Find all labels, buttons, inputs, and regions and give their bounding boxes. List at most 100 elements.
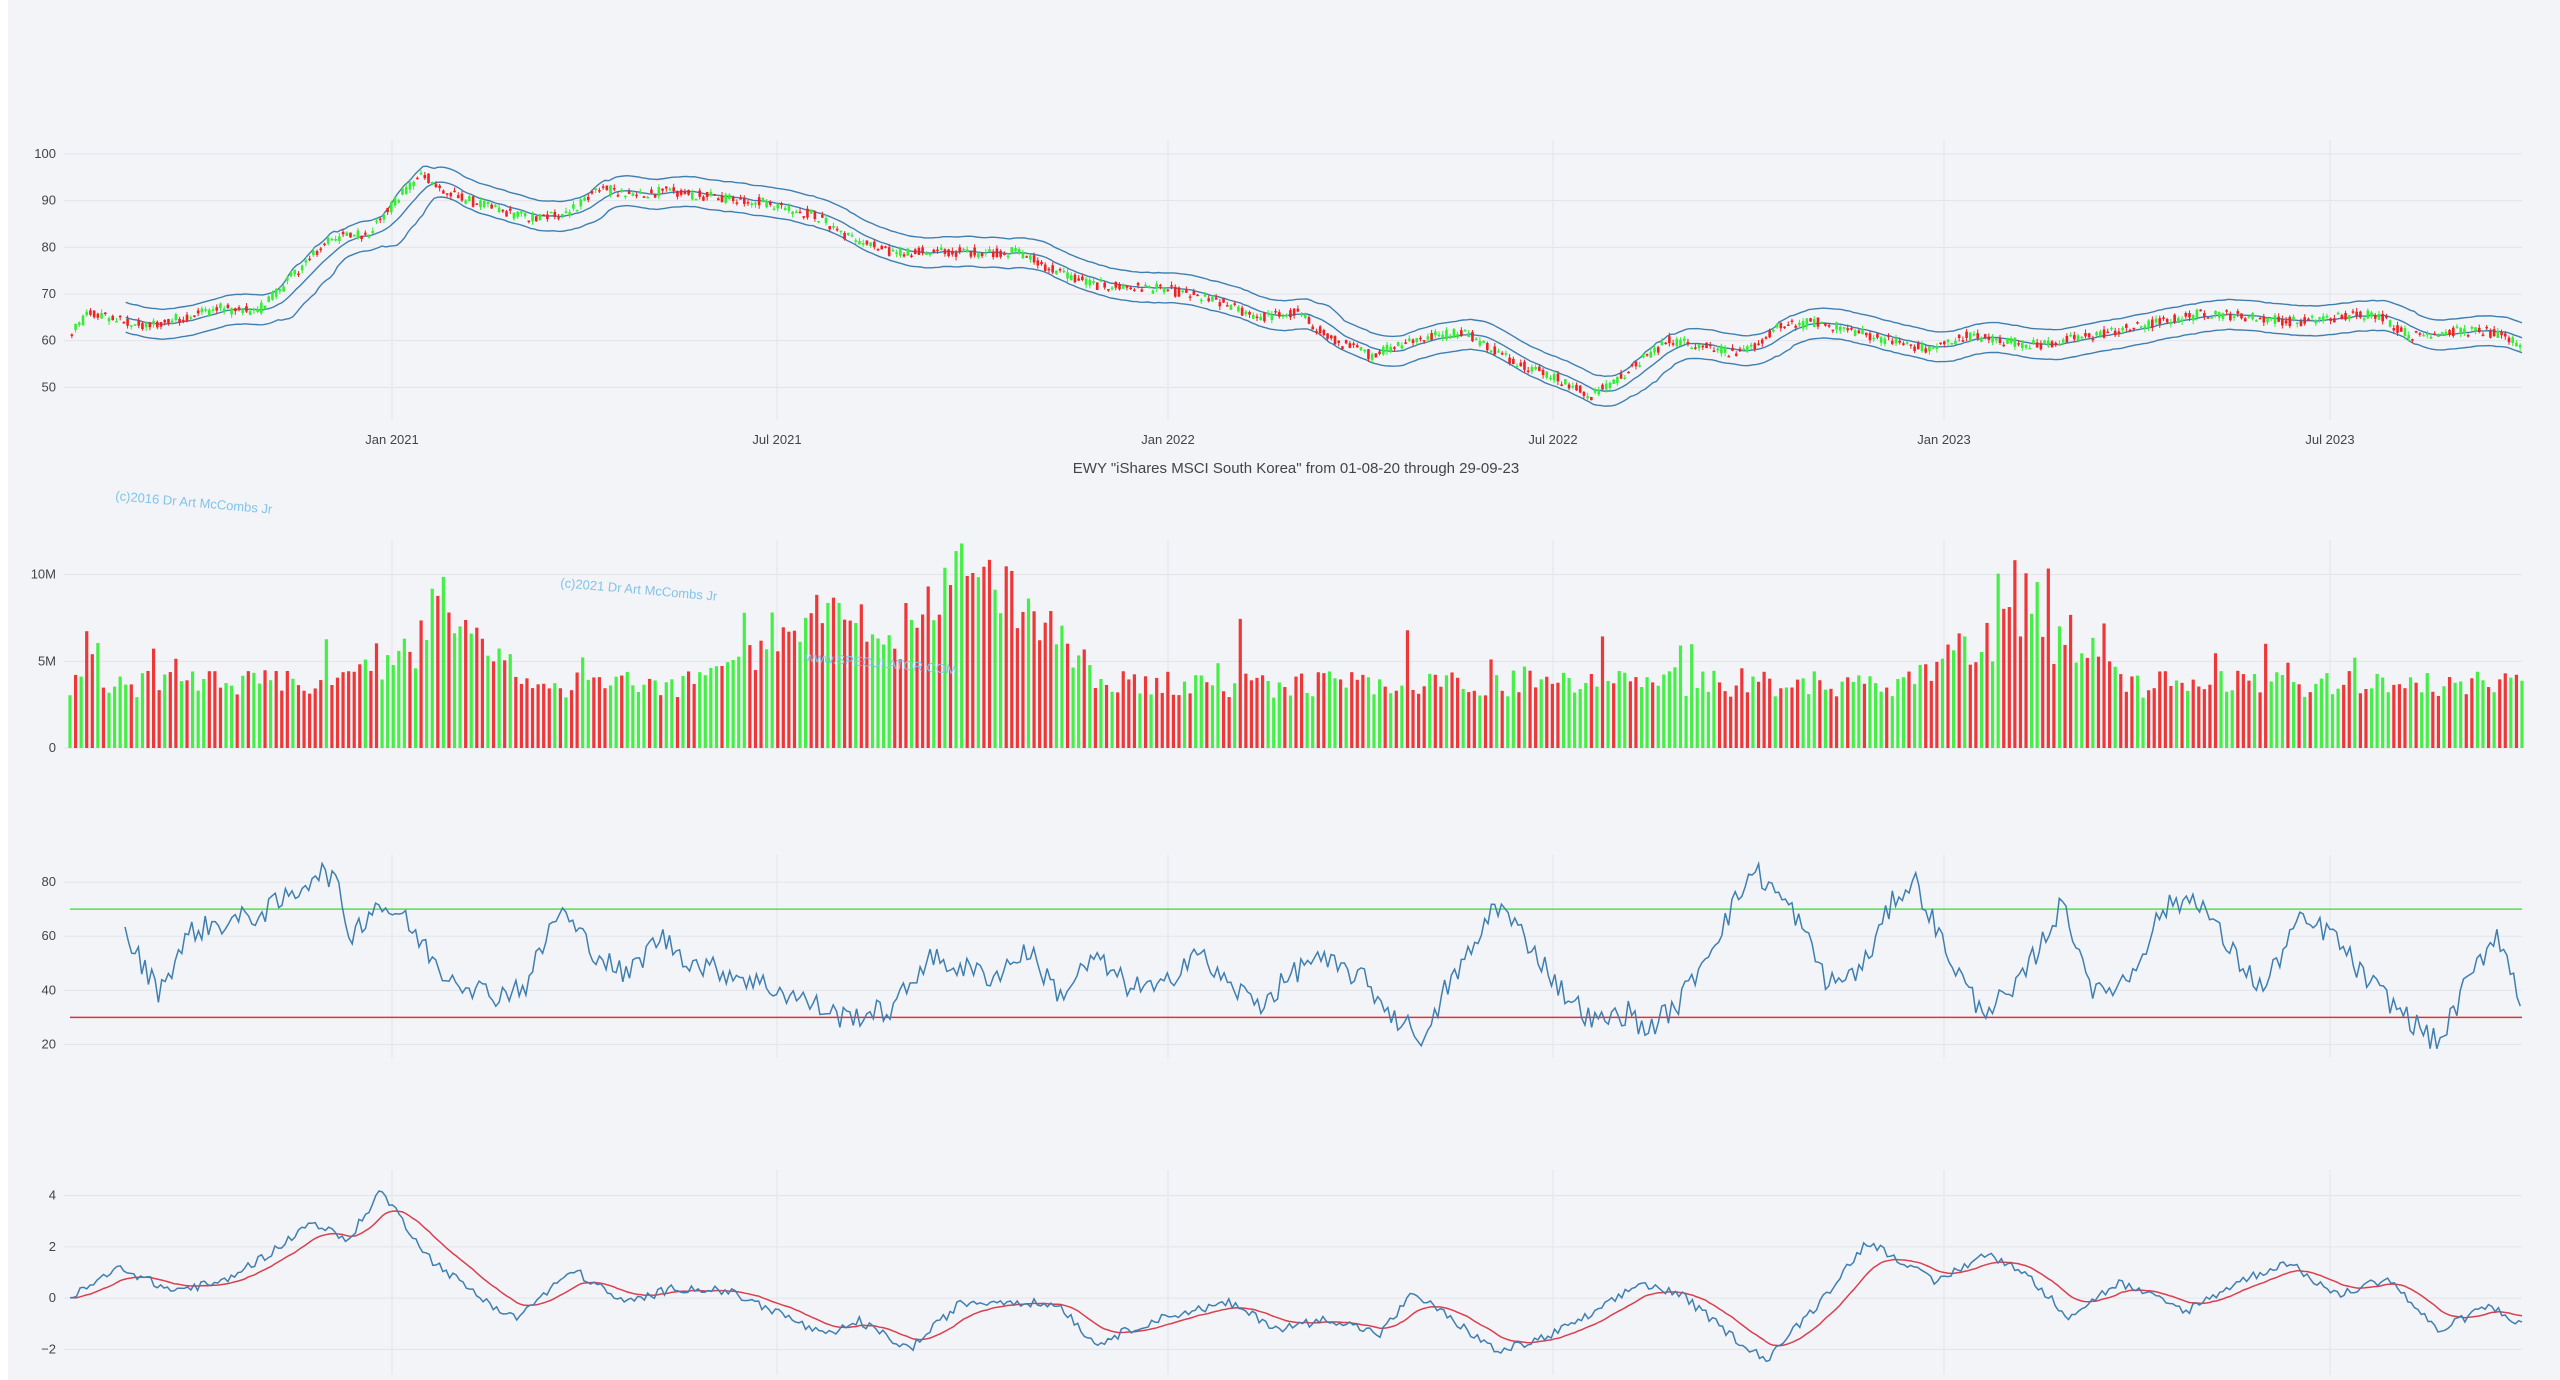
y-tick-label-0-3: 70: [42, 286, 56, 301]
y-tick-label-3-0: 4: [49, 1188, 56, 1203]
candle-body: [1645, 353, 1649, 356]
volume-bar: [1879, 691, 1883, 748]
candle-body: [720, 195, 724, 203]
volume-bar: [1104, 684, 1109, 748]
volume-bar: [1639, 687, 1644, 748]
volume-bar: [1478, 695, 1482, 748]
candle-body: [969, 251, 973, 257]
candle-body: [2058, 344, 2061, 346]
volume-bar: [1260, 675, 1265, 748]
volume-bar: [2186, 690, 2190, 748]
candle-body: [2284, 320, 2288, 324]
candle-body: [1107, 289, 1110, 291]
volume-bar: [2147, 690, 2151, 748]
volume-bar: [2275, 672, 2279, 748]
candle-body: [378, 218, 382, 221]
candle-body: [77, 322, 81, 325]
candle-body: [977, 253, 980, 258]
volume-bar: [452, 633, 457, 748]
candle-body: [1746, 346, 1749, 351]
candle-body: [211, 309, 215, 311]
candle-body: [973, 247, 976, 256]
volume-bar: [1807, 694, 1811, 748]
candle-body: [2418, 333, 2422, 335]
candle-body: [159, 322, 163, 327]
candle-body: [1954, 340, 1957, 345]
volume-bar: [2258, 692, 2262, 748]
y-tick-label-0-2: 80: [42, 239, 56, 254]
volume-bar: [1366, 677, 1371, 748]
candle-body: [1783, 326, 1786, 329]
y-tick-label-0-4: 60: [42, 333, 56, 348]
volume-bar: [1600, 636, 1605, 748]
y-tick-label-2-1: 60: [42, 928, 56, 943]
volume-bar: [1138, 693, 1142, 748]
candle-body: [423, 175, 427, 179]
candle-body: [1504, 353, 1508, 355]
candle-body: [1285, 314, 1289, 317]
candle-body: [1656, 347, 1660, 353]
volume-bar: [1885, 687, 1889, 748]
volume-bar: [1717, 682, 1722, 748]
candle-body: [925, 252, 928, 255]
volume-bar: [2169, 685, 2173, 748]
candle-body: [1281, 315, 1285, 317]
volume-bar: [1589, 673, 1593, 748]
candle-body: [122, 321, 126, 324]
volume-bar: [1350, 672, 1354, 748]
volume-bar: [1216, 663, 1220, 748]
candle-body: [754, 202, 757, 205]
candle-body: [1861, 329, 1864, 335]
volume-bar: [1623, 672, 1627, 748]
candle-body: [965, 249, 969, 253]
volume-bar: [1974, 662, 1978, 748]
volume-bar: [1049, 611, 1053, 748]
volume-bar: [1534, 687, 1538, 748]
candle-body: [546, 214, 549, 220]
candle-body: [724, 194, 728, 203]
candle-body: [111, 315, 115, 321]
volume-bar: [2074, 662, 2078, 748]
candle-body: [1043, 264, 1047, 271]
volume-bar: [1823, 689, 1828, 748]
volume-bar: [374, 643, 379, 748]
candle-body: [787, 205, 791, 211]
volume-bar: [1311, 696, 1315, 748]
volume-bar: [1545, 676, 1549, 748]
candle-body: [449, 192, 453, 197]
candle-body: [2225, 310, 2228, 312]
candle-body: [1088, 279, 1092, 286]
volume-bar: [2386, 692, 2390, 748]
candle-body: [74, 323, 77, 330]
candle-body: [2414, 331, 2418, 333]
candle-body: [664, 186, 668, 189]
volume-bar: [1745, 692, 1749, 748]
volume-bar: [948, 585, 953, 748]
candle-body: [1983, 334, 1987, 338]
volume-bar: [792, 630, 797, 748]
candle-body: [716, 198, 720, 201]
volume-bar: [1394, 690, 1398, 748]
candle-body: [300, 265, 304, 271]
volume-bar: [965, 575, 969, 748]
volume-bar: [1065, 643, 1070, 748]
candle-body: [148, 322, 152, 328]
volume-bar: [2102, 623, 2106, 748]
candle-body: [2251, 313, 2254, 320]
candle-body: [858, 241, 861, 245]
volume-bar: [129, 684, 133, 748]
volume-bar: [1701, 671, 1705, 748]
candle-body: [984, 252, 988, 254]
volume-bar: [1500, 690, 1504, 748]
candle-body: [616, 194, 620, 197]
candle-body: [1382, 346, 1385, 355]
volume-bar: [369, 670, 373, 748]
volume-bar: [854, 623, 858, 748]
candle-body: [795, 211, 798, 214]
candle-body: [635, 194, 638, 197]
volume-bar: [608, 685, 613, 748]
volume-bar: [698, 672, 702, 748]
candle-body: [2110, 327, 2113, 330]
volume-bar: [469, 633, 473, 748]
candle-body: [1920, 344, 1924, 352]
